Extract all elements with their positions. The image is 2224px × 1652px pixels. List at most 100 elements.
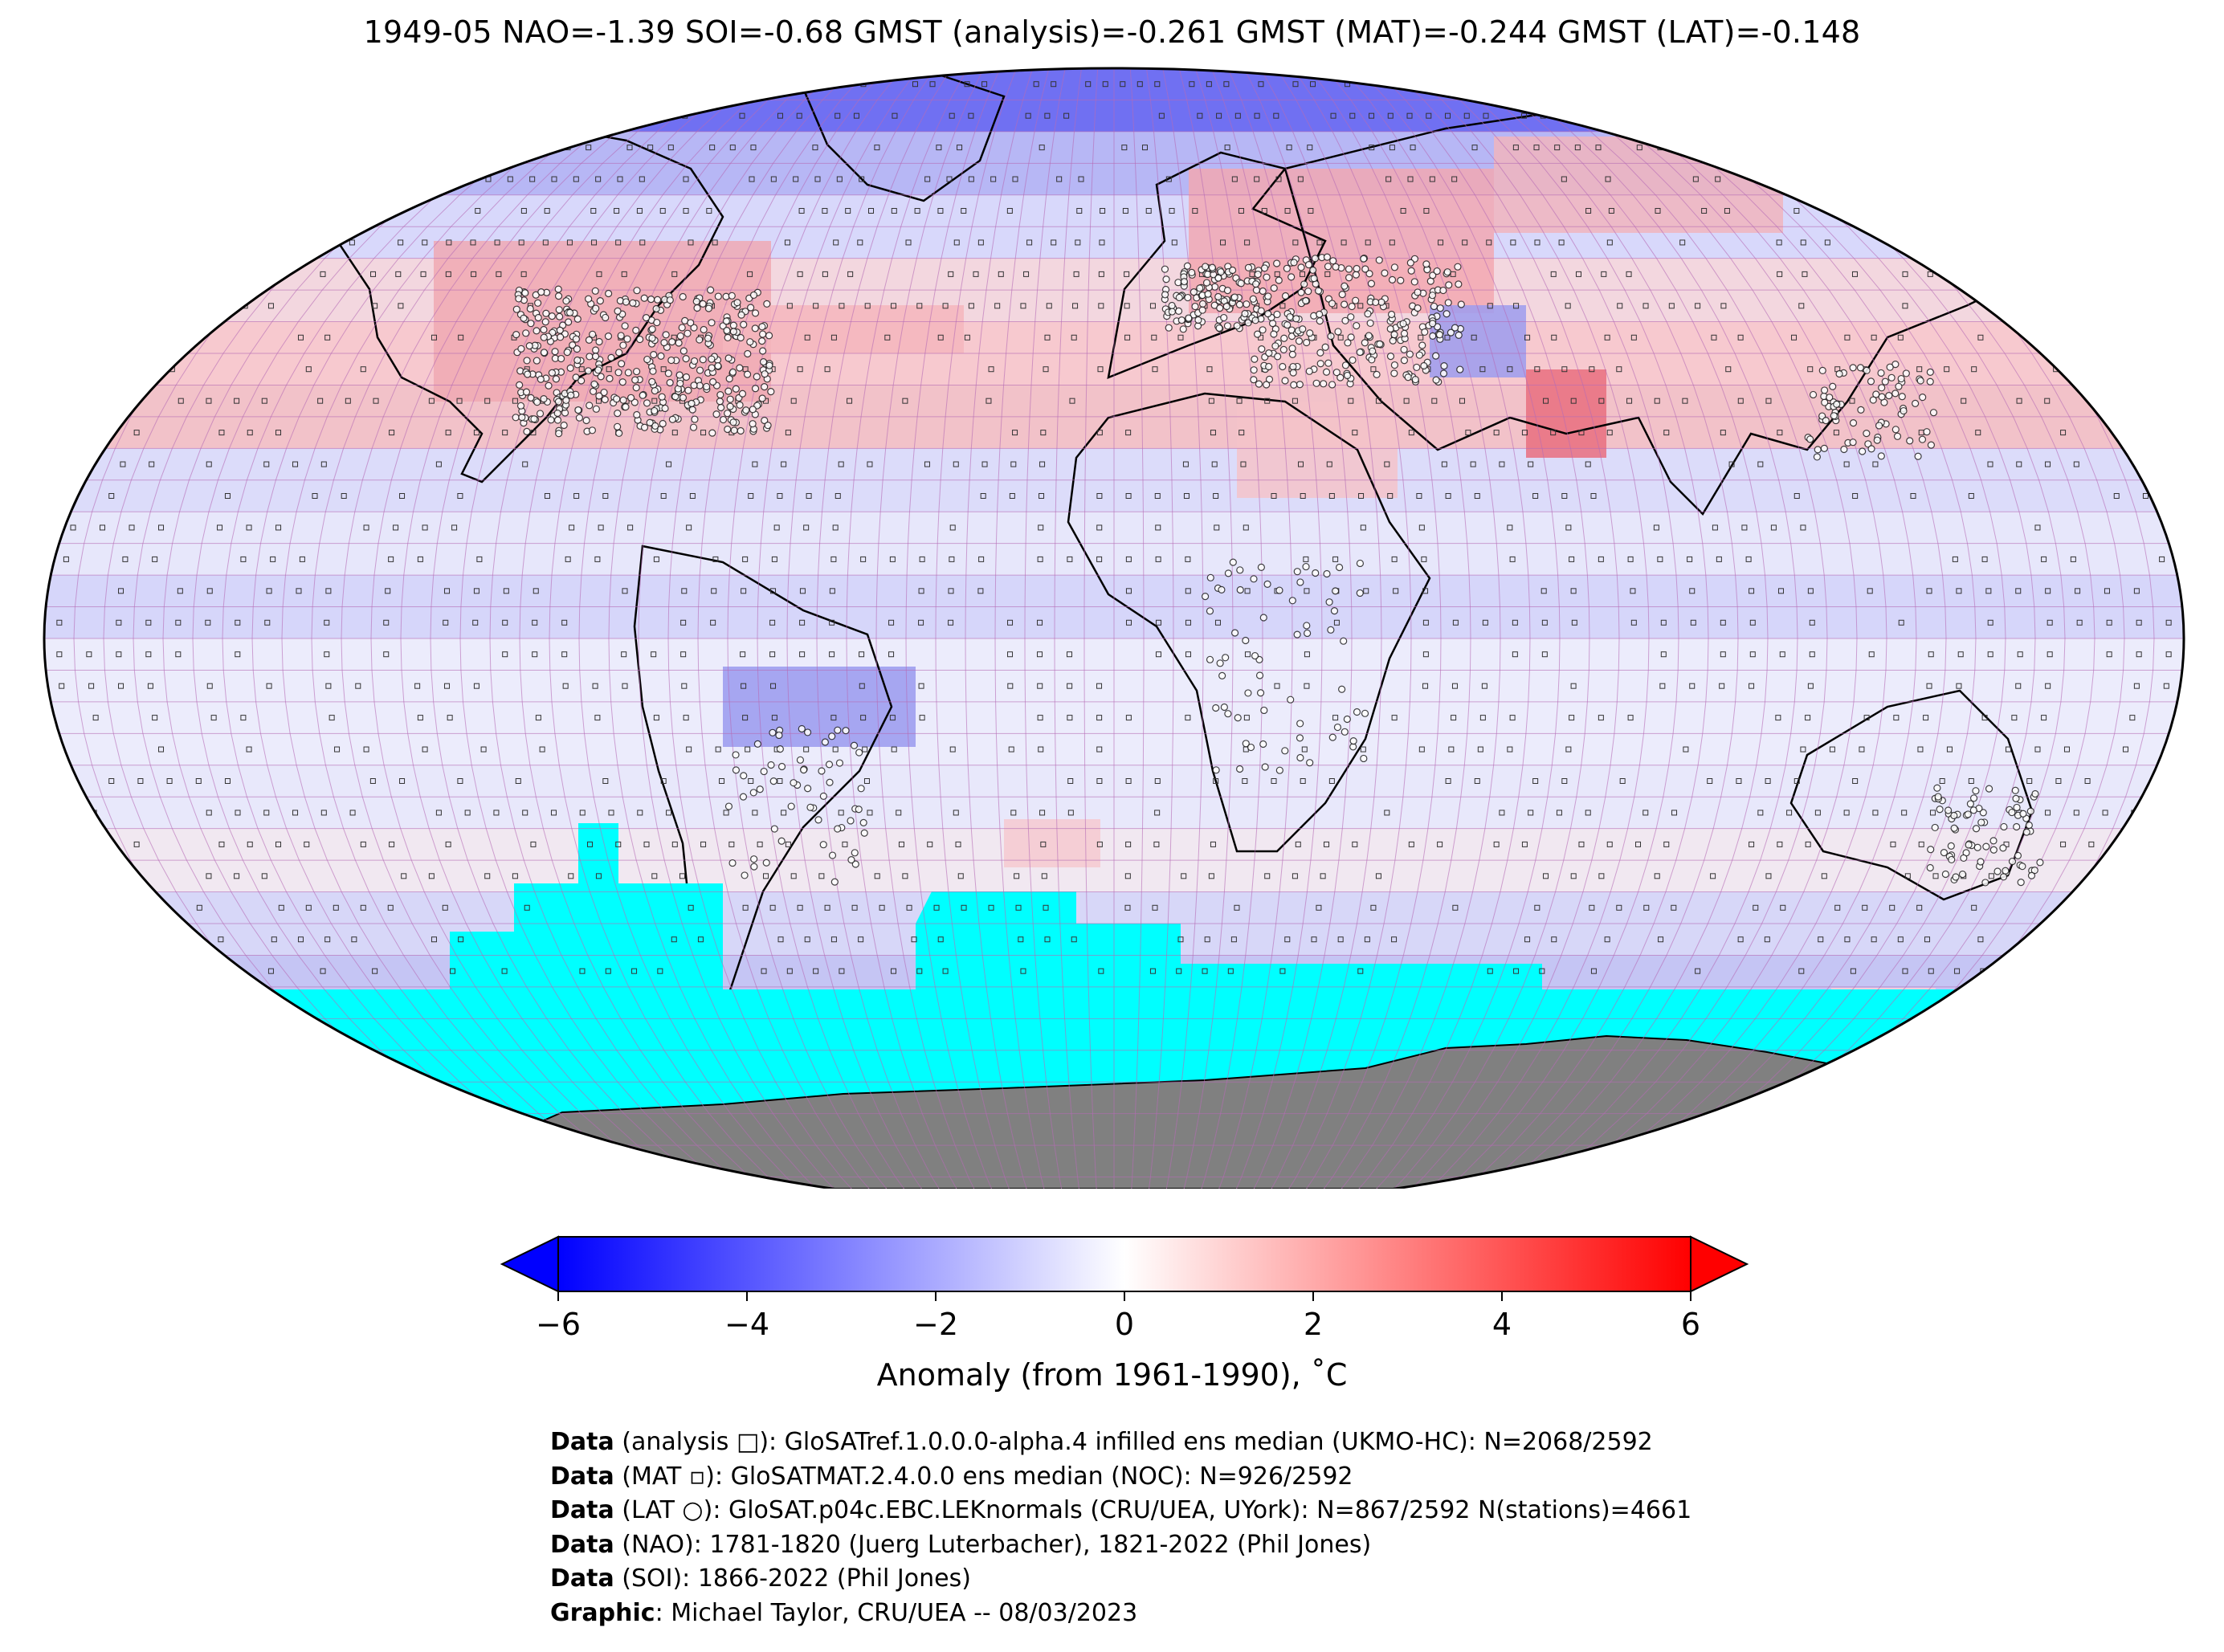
grid-box-marker xyxy=(745,746,751,753)
grid-box-marker xyxy=(573,493,580,499)
station-marker xyxy=(1297,288,1305,296)
grid-box-marker xyxy=(1124,873,1131,879)
grid-box-marker xyxy=(1616,904,1622,911)
grid-box-marker xyxy=(1695,303,1701,309)
grid-box-marker xyxy=(1807,588,1814,594)
grid-box-marker xyxy=(790,873,797,879)
grid-box-marker xyxy=(1550,271,1557,277)
grid-box-marker xyxy=(484,873,491,879)
grid-meridian xyxy=(1553,68,1917,1189)
station-marker xyxy=(1386,324,1394,333)
grid-box-marker xyxy=(1918,841,1924,847)
grid-box-marker xyxy=(393,524,399,531)
station-marker xyxy=(649,367,657,375)
grid-box-marker xyxy=(1898,619,1904,626)
station-marker xyxy=(1165,324,1173,332)
station-marker xyxy=(746,338,754,346)
grid-box-marker xyxy=(422,524,428,531)
station-marker xyxy=(1428,292,1437,300)
station-marker xyxy=(1223,322,1232,330)
grid-box-marker xyxy=(2106,619,2112,626)
grid-box-marker xyxy=(1009,493,1015,499)
grid-box-marker xyxy=(942,303,949,309)
station-marker xyxy=(699,356,707,364)
grid-box-marker xyxy=(686,746,692,753)
station-marker xyxy=(619,341,627,349)
grid-box-marker xyxy=(445,271,451,277)
grid-box-marker xyxy=(360,366,366,373)
station-marker xyxy=(1279,345,1287,354)
station-marker xyxy=(660,339,668,347)
grid-box-marker xyxy=(1316,904,1322,911)
grid-box-marker xyxy=(1719,683,1725,689)
grid-box-marker xyxy=(1426,112,1432,119)
grid-box-marker xyxy=(1833,430,1839,436)
colorbar-label: Anomaly (from 1961-1990), ˚C xyxy=(876,1357,1348,1393)
station-marker xyxy=(1381,269,1389,277)
station-marker xyxy=(726,402,734,410)
station-marker xyxy=(1280,334,1288,342)
grid-box-marker xyxy=(1216,112,1222,119)
grid-box-marker xyxy=(916,303,923,309)
grid-box-marker xyxy=(769,651,776,658)
grid-box-marker xyxy=(1757,810,1764,816)
grid-box-marker xyxy=(435,461,442,467)
credit-line: Data (NAO): 1781-1820 (Juerg Luterbacher… xyxy=(550,1528,1691,1563)
grid-box-marker xyxy=(752,461,758,467)
grid-box-marker xyxy=(1598,873,1605,879)
grid-box-marker xyxy=(1777,588,1784,594)
credit-label: Data xyxy=(550,1496,614,1524)
grid-box-marker xyxy=(1040,841,1047,847)
grid-box-marker xyxy=(569,524,575,531)
colorbar-tick-label: −4 xyxy=(724,1307,769,1342)
grid-box-marker xyxy=(1682,398,1688,404)
grid-box-marker xyxy=(1956,683,1962,689)
grid-box-marker xyxy=(1541,651,1548,658)
station-marker xyxy=(541,318,549,326)
station-marker xyxy=(1290,259,1298,267)
grid-box-marker xyxy=(1220,239,1226,246)
grid-box-marker xyxy=(884,334,891,341)
station-marker xyxy=(640,423,649,431)
grid-box-marker xyxy=(120,461,126,467)
grid-box-marker xyxy=(1078,176,1084,182)
station-marker xyxy=(676,332,684,341)
station-marker xyxy=(678,324,686,332)
grid-box-marker xyxy=(961,208,967,214)
grid-box-marker xyxy=(317,398,324,404)
grid-box-marker xyxy=(1100,208,1106,214)
station-marker xyxy=(1265,349,1273,357)
grid-box-marker xyxy=(973,271,979,277)
grid-box-marker xyxy=(1474,778,1480,784)
grid-box-marker xyxy=(389,430,395,436)
grid-box-marker xyxy=(1075,239,1081,246)
grid-box-marker xyxy=(530,430,537,436)
grid-box-marker xyxy=(1043,904,1049,911)
grid-box-marker xyxy=(1328,493,1335,499)
grid-box-marker xyxy=(617,176,623,182)
grid-box-marker xyxy=(1264,398,1271,404)
grid-box-marker xyxy=(1868,651,1875,658)
grid-box-marker xyxy=(544,493,550,499)
grid-box-marker xyxy=(1971,904,1977,911)
grid-box-marker xyxy=(1324,841,1330,847)
grid-box-marker xyxy=(622,683,628,689)
grid-box-marker xyxy=(422,239,428,246)
grid-box-marker xyxy=(785,430,791,436)
grid-box-marker xyxy=(1660,619,1667,626)
station-marker xyxy=(763,300,771,308)
station-marker xyxy=(1343,371,1352,380)
grid-box-marker xyxy=(1438,239,1444,246)
grid-box-marker xyxy=(757,841,763,847)
grid-meridian xyxy=(162,68,594,1189)
credit-text: (LAT ○): GloSAT.p04c.EBC.LEKnormals (CRU… xyxy=(614,1496,1692,1524)
station-marker xyxy=(533,327,541,335)
station-marker xyxy=(512,331,520,339)
station-marker xyxy=(1404,373,1412,381)
station-marker xyxy=(751,385,760,393)
grid-box-marker xyxy=(324,619,330,626)
grid-box-marker xyxy=(1033,81,1039,88)
grid-box-marker xyxy=(152,556,158,562)
grid-box-marker xyxy=(196,904,202,911)
grid-box-marker xyxy=(1298,461,1304,467)
